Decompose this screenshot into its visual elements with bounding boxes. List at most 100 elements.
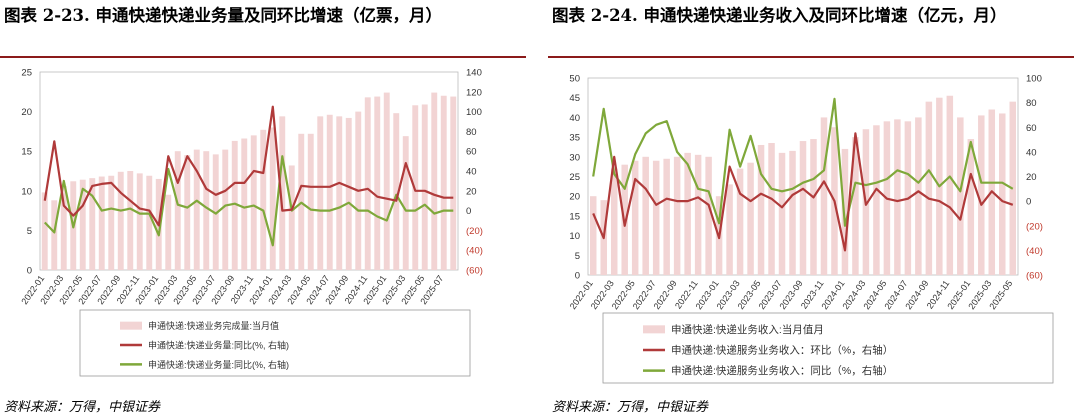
chart-svg: 0 5 10 15 20 25 30 35 40 45 50 (60) (40) (20) 0 20 40 60 8… xyxy=(568,74,1054,384)
right-axis-tick-label: 140 xyxy=(466,68,482,79)
bar xyxy=(402,136,409,270)
bar xyxy=(431,92,438,270)
bar xyxy=(652,160,660,275)
bar xyxy=(978,115,985,276)
right-axis-tick-label: 60 xyxy=(1026,123,1037,134)
legend-box xyxy=(602,312,1054,384)
bar xyxy=(684,152,691,275)
left-axis-tick-label: 10 xyxy=(21,186,32,197)
bar xyxy=(946,95,954,275)
bar xyxy=(279,116,286,270)
bar xyxy=(260,129,267,270)
right-axis-tick-label: (40) xyxy=(466,246,483,257)
bar xyxy=(440,95,447,270)
bar xyxy=(873,125,880,275)
left-axis-tick-label: 15 xyxy=(21,147,32,158)
right-axis-tick-label: 40 xyxy=(1026,147,1037,158)
right-axis-tick-label: 100 xyxy=(1026,74,1042,85)
left-axis-tick-label: 40 xyxy=(569,113,580,124)
bar xyxy=(326,114,333,270)
bar xyxy=(184,155,191,270)
left-axis-tick-label: 30 xyxy=(569,152,580,163)
right-axis-tick-label: 40 xyxy=(466,167,477,178)
bar xyxy=(127,171,134,270)
bar xyxy=(450,96,457,270)
bar xyxy=(345,117,352,270)
bar xyxy=(631,160,639,275)
bar xyxy=(165,194,172,270)
legend-swatch-bar xyxy=(120,321,142,330)
left-axis-tick-label: 5 xyxy=(575,251,580,262)
line-yoy xyxy=(44,155,454,247)
left-axis-tick-label: 0 xyxy=(575,271,580,282)
left-axis-tick-label: 25 xyxy=(21,68,32,79)
line-mom xyxy=(592,132,1014,252)
left-axis-tick-label: 35 xyxy=(569,133,580,144)
bar xyxy=(146,175,153,270)
bar xyxy=(820,117,828,276)
bar xyxy=(317,116,324,270)
title-divider xyxy=(0,56,526,58)
bar xyxy=(288,165,295,270)
left-axis-tick-label: 0 xyxy=(27,266,32,277)
bar xyxy=(79,179,86,270)
bar xyxy=(915,117,922,276)
right-axis-tick-label: (60) xyxy=(466,266,483,277)
bar xyxy=(269,127,276,270)
chart-title: 图表 2-23. 申通快递快递业务量及同环比增速（亿票，月） xyxy=(4,6,443,25)
bar xyxy=(999,113,1006,276)
bar xyxy=(374,96,381,270)
bar xyxy=(694,154,702,275)
bar xyxy=(117,171,124,270)
right-axis-tick-label: (60) xyxy=(1026,271,1043,282)
bar xyxy=(967,139,975,275)
right-axis-tick-label: 80 xyxy=(466,127,477,138)
legend-label: 申通快递:快递服务业务收入：环比（%，右轴） xyxy=(671,344,893,357)
right-axis-tick-label: 0 xyxy=(1026,197,1031,208)
right-axis-tick-label: (20) xyxy=(466,226,483,237)
chart-title: 图表 2-24. 申通快递快递业务收入及同环比增速（亿元，月） xyxy=(552,6,1007,25)
left-axis-tick-label: 20 xyxy=(21,107,32,118)
left-axis-tick-label: 50 xyxy=(569,74,580,85)
bar xyxy=(642,156,649,275)
bar xyxy=(89,178,96,270)
line-mom xyxy=(43,105,454,227)
left-axis-tick-label: 45 xyxy=(569,93,580,104)
legend-label: 申通快递:快递业务完成量:当月值 xyxy=(148,320,279,331)
bar xyxy=(393,113,400,271)
bar xyxy=(136,173,143,270)
chart-panel-right: 图表 2-24. 申通快递快递业务收入及同环比增速（亿元，月） 0 5 10 15 20… xyxy=(548,0,1074,416)
right-axis-tick-label: 80 xyxy=(1026,98,1037,109)
right-axis-tick-label: 60 xyxy=(466,147,477,158)
source-note: 资料来源：万得，中银证券 xyxy=(552,400,709,415)
bar xyxy=(957,117,964,276)
legend-box xyxy=(79,309,471,377)
bar xyxy=(307,133,314,270)
plot-frame xyxy=(39,71,459,271)
right-axis-tick-label: 0 xyxy=(466,206,471,217)
bar xyxy=(108,175,115,270)
chart-panel-left: 图表 2-23. 申通快递快递业务量及同环比增速（亿票，月） 0 5 10 15 20 2… xyxy=(0,0,526,416)
bar xyxy=(799,141,807,275)
left-axis-tick-label: 15 xyxy=(569,211,580,222)
legend-label: 申通快递:快递业务量:同比(%, 右轴) xyxy=(148,340,289,351)
bar xyxy=(250,135,257,270)
right-axis-tick-label: 100 xyxy=(466,107,482,118)
legend-label: 申通快递:快递业务收入:当月值月 xyxy=(671,323,824,336)
legend-label: 申通快递:快递业务量:同比(%, 右轴) xyxy=(148,359,289,370)
line-yoy xyxy=(592,97,1014,227)
bar xyxy=(241,138,248,270)
bar xyxy=(60,186,67,270)
right-axis-tick-label: (20) xyxy=(1026,221,1043,232)
right-axis-tick-label: (40) xyxy=(1026,246,1043,257)
bar xyxy=(757,144,765,275)
bar xyxy=(222,149,229,270)
left-axis-tick-label: 20 xyxy=(569,192,580,203)
left-axis-tick-label: 10 xyxy=(569,231,580,242)
bar xyxy=(673,156,681,275)
bar xyxy=(726,184,733,275)
bar xyxy=(852,137,859,275)
bar xyxy=(610,168,618,275)
bar xyxy=(383,92,390,270)
bar xyxy=(364,97,371,271)
